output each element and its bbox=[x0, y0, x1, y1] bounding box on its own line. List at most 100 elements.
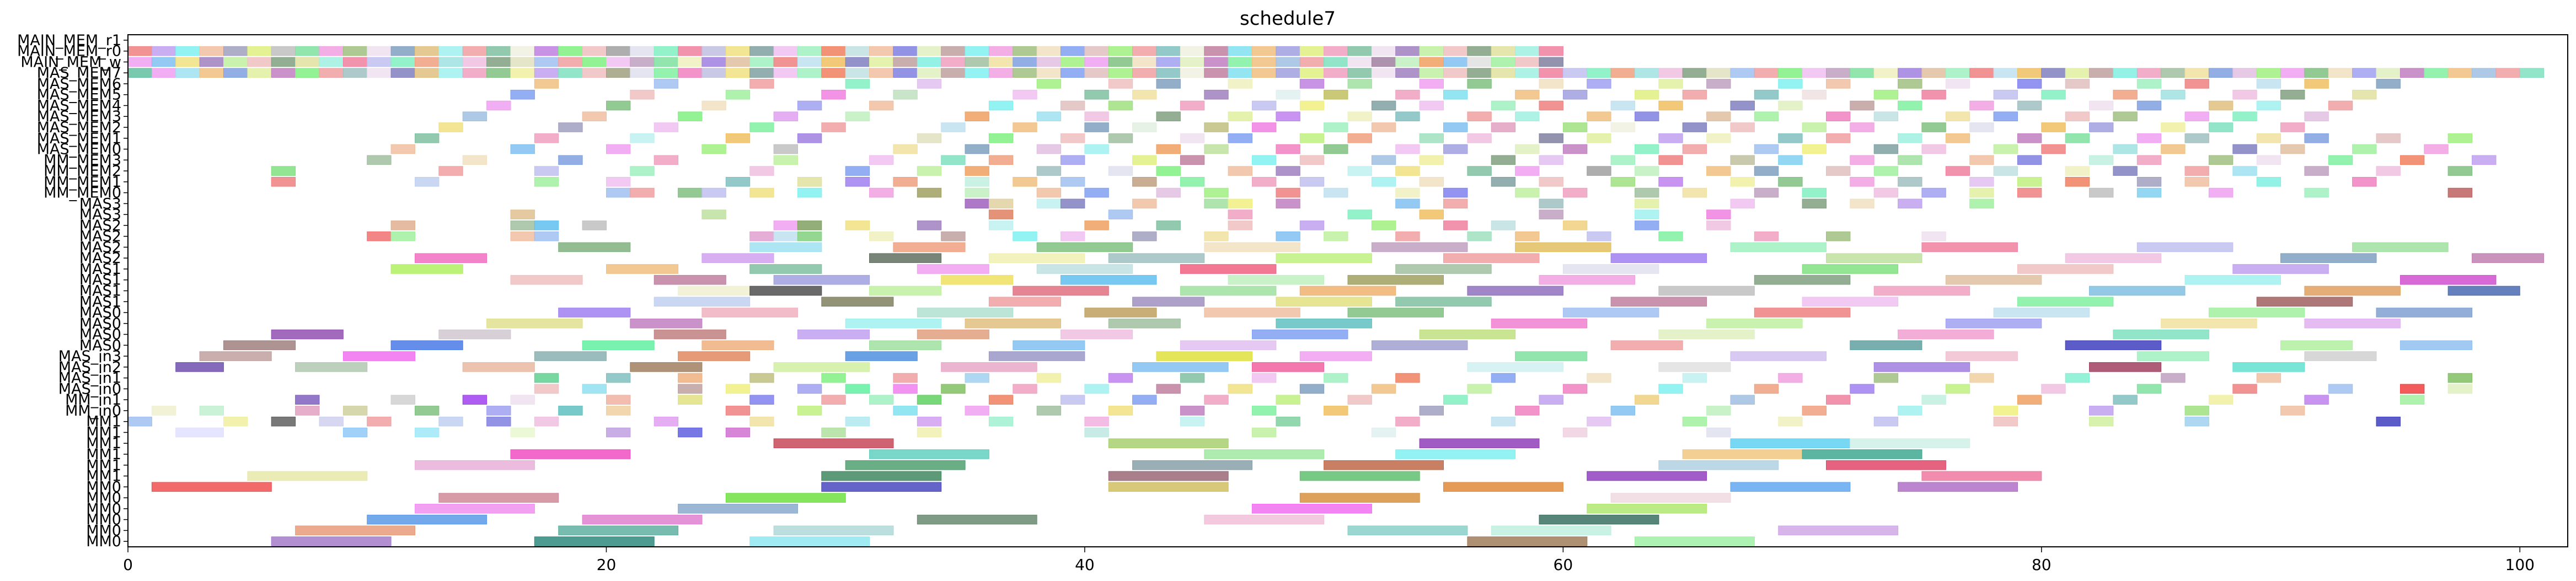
task-bar bbox=[1204, 46, 1229, 56]
task-bar bbox=[415, 406, 440, 416]
task-bar bbox=[965, 144, 989, 154]
task-bar bbox=[869, 100, 894, 111]
y-tick-label: MM0 bbox=[86, 478, 121, 496]
task-bar bbox=[1587, 166, 1611, 176]
task-bar bbox=[247, 471, 368, 481]
task-bar bbox=[1826, 460, 1946, 470]
task-bar bbox=[678, 57, 703, 67]
task-bar bbox=[965, 166, 989, 176]
task-bar bbox=[701, 253, 774, 263]
task-bar bbox=[534, 166, 559, 176]
task-bar bbox=[1252, 329, 1348, 340]
task-bar bbox=[1610, 340, 1683, 351]
y-tick-label: MAS_MEM6 bbox=[37, 76, 121, 93]
task-bar bbox=[1539, 209, 1563, 219]
task-bar bbox=[1730, 122, 1755, 132]
task-bar bbox=[1850, 155, 1875, 165]
task-bar bbox=[1324, 57, 1348, 67]
task-bar bbox=[342, 57, 368, 67]
task-bar bbox=[1324, 46, 1348, 56]
task-bar bbox=[1515, 242, 1611, 252]
task-bar bbox=[1299, 384, 1325, 394]
task-bar bbox=[773, 144, 798, 154]
task-bar bbox=[1395, 144, 1420, 154]
task-bar bbox=[988, 155, 1014, 165]
task-bar bbox=[1491, 177, 1516, 187]
task-bar bbox=[725, 493, 846, 503]
task-bar bbox=[988, 46, 1014, 56]
task-bar bbox=[2184, 79, 2209, 89]
task-bar bbox=[1491, 373, 1516, 383]
task-bar bbox=[1084, 46, 1109, 56]
task-bar bbox=[1443, 57, 1468, 67]
task-bar bbox=[1491, 100, 1516, 111]
task-bar bbox=[1610, 177, 1636, 187]
task-bar bbox=[1156, 144, 1181, 154]
task-bar bbox=[223, 57, 248, 67]
task-bar bbox=[1132, 46, 1157, 56]
task-bar bbox=[1754, 68, 1779, 78]
task-bar bbox=[1084, 144, 1109, 154]
task-bar bbox=[1730, 438, 1851, 449]
task-bar bbox=[2208, 187, 2234, 198]
task-bar bbox=[2304, 79, 2329, 89]
task-bar bbox=[1084, 68, 1109, 78]
y-tick-label: MM_MEM0 bbox=[44, 185, 121, 202]
task-bar bbox=[1156, 46, 1181, 56]
task-bar bbox=[271, 68, 296, 78]
task-bar bbox=[367, 514, 488, 525]
task-bar bbox=[1419, 177, 1444, 187]
task-bar bbox=[701, 46, 726, 56]
task-bar bbox=[1276, 111, 1300, 121]
task-bar bbox=[1276, 198, 1300, 209]
task-bar bbox=[2376, 133, 2401, 143]
task-bar bbox=[1036, 68, 1062, 78]
task-bar bbox=[1108, 46, 1133, 56]
task-bar bbox=[1299, 493, 1420, 503]
task-bar bbox=[630, 133, 655, 143]
task-bar bbox=[917, 79, 942, 89]
task-bar bbox=[701, 100, 726, 111]
y-tick-label: MM1 bbox=[86, 446, 121, 463]
task-bar bbox=[1491, 220, 1516, 230]
task-bar bbox=[1419, 438, 1540, 449]
task-bar bbox=[2352, 177, 2377, 187]
task-bar bbox=[295, 406, 320, 416]
task-bar bbox=[1395, 416, 1420, 427]
task-bar bbox=[2448, 187, 2473, 198]
task-bar bbox=[1635, 220, 1659, 230]
task-bar bbox=[1610, 297, 1707, 307]
task-bar bbox=[1706, 427, 1731, 438]
task-bar bbox=[678, 68, 703, 78]
task-bar bbox=[2161, 144, 2186, 154]
task-bar bbox=[1180, 68, 1205, 78]
task-bar bbox=[2280, 406, 2305, 416]
task-bar bbox=[2113, 144, 2138, 154]
y-tick-label: MM1 bbox=[86, 435, 121, 452]
task-bar bbox=[1682, 449, 1803, 459]
task-bar bbox=[1873, 416, 1899, 427]
task-bar bbox=[2041, 89, 2066, 100]
task-bar bbox=[725, 406, 751, 416]
task-bar bbox=[1061, 68, 1085, 78]
task-bar bbox=[1730, 68, 1755, 78]
task-bar bbox=[1036, 144, 1062, 154]
task-bar bbox=[845, 79, 870, 89]
task-bar bbox=[1180, 373, 1205, 383]
task-bar bbox=[821, 373, 846, 383]
task-bar bbox=[1706, 209, 1731, 219]
task-bar bbox=[390, 68, 415, 78]
task-bar bbox=[151, 46, 176, 56]
task-bar bbox=[319, 68, 344, 78]
task-bar bbox=[2376, 166, 2401, 176]
task-bar bbox=[2161, 89, 2186, 100]
task-bar bbox=[1228, 275, 1325, 285]
task-bar bbox=[1467, 536, 1588, 546]
task-bar bbox=[1443, 395, 1468, 405]
task-bar bbox=[2232, 384, 2257, 394]
task-bar bbox=[654, 155, 679, 165]
y-tick-label: MM_in0 bbox=[65, 402, 121, 419]
y-tick-label: MAS1 bbox=[79, 283, 121, 300]
task-bar bbox=[630, 89, 655, 100]
task-bar bbox=[199, 406, 224, 416]
